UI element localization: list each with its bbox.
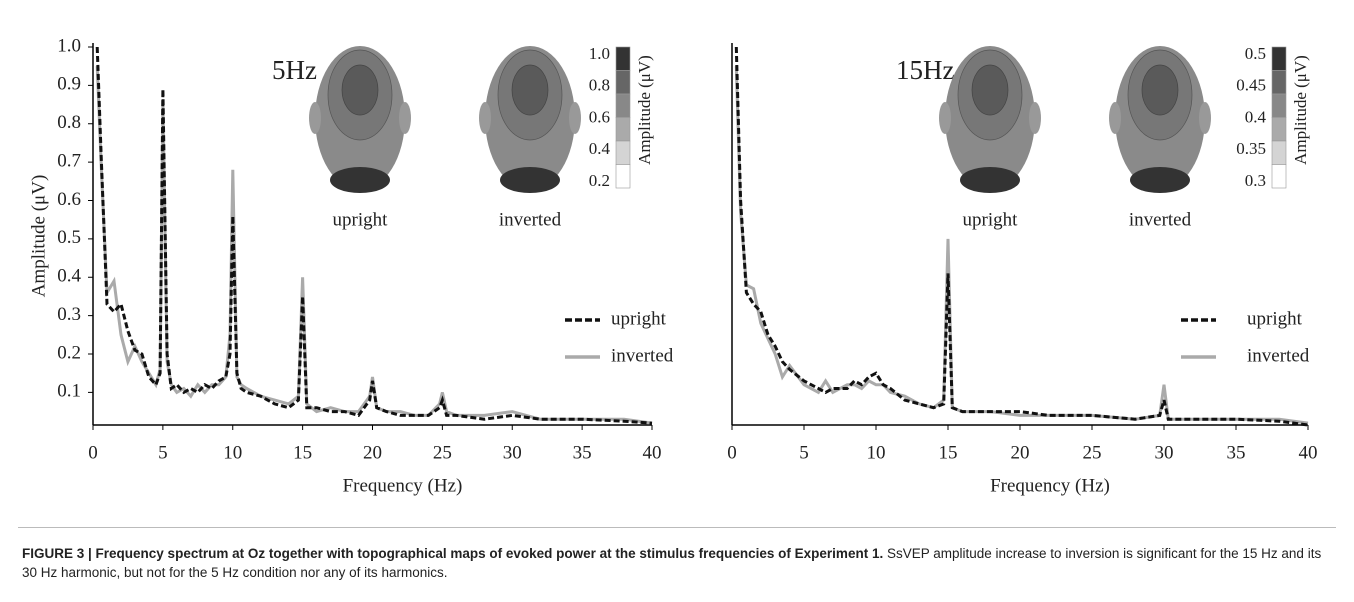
colorbar-cell: [1271, 46, 1287, 71]
x-tick-label: 15: [939, 442, 958, 463]
colorbar-cell: [615, 70, 631, 95]
y-tick-label: 0.3: [57, 304, 81, 325]
colorbar-tick-label: 0.8: [589, 76, 610, 95]
head-label: inverted: [499, 209, 562, 230]
colorbar-tick-label: 0.2: [589, 171, 610, 190]
annotation: 5Hz: [272, 55, 317, 85]
x-tick-label: 40: [1299, 442, 1318, 463]
ear: [1109, 102, 1121, 134]
x-tick-label: 25: [433, 442, 452, 463]
colorbar-cell: [1271, 70, 1287, 95]
colorbar-tick-label: 0.4: [589, 139, 611, 158]
contour: [971, 64, 1009, 116]
x-tick-label: 15: [293, 442, 312, 463]
colorbar-tick-label: 0.3: [1245, 171, 1266, 190]
x-tick-label: 10: [223, 442, 242, 463]
colorbar-tick-label: 0.5: [1245, 44, 1266, 63]
series-line: [95, 66, 653, 425]
y-tick-label: 0.7: [57, 150, 81, 171]
caption-label: FIGURE 3 | Frequency spectrum at Oz toge…: [22, 546, 884, 561]
colorbar-tick-label: 0.6: [589, 107, 610, 126]
x-tick-label: 25: [1083, 442, 1102, 463]
head-label: inverted: [1129, 209, 1192, 230]
x-axis-label: Frequency (Hz): [990, 475, 1110, 496]
y-tick-label: 0.2: [57, 342, 81, 363]
caption-text: SsVEP amplitude increase to inversion is…: [22, 546, 1322, 580]
head-map: [479, 46, 581, 193]
colorbar-tick-label: 0.45: [1236, 76, 1266, 95]
colorbar-cell: [1271, 164, 1287, 189]
y-tick-label: 0.8: [57, 112, 81, 133]
separator: [18, 527, 1336, 528]
colorbar-cell: [1271, 117, 1287, 142]
ear: [939, 102, 951, 134]
x-tick-label: 20: [363, 442, 382, 463]
ear: [1029, 102, 1041, 134]
x-tick-label: 35: [1227, 442, 1246, 463]
head-label: upright: [333, 209, 389, 230]
series-line: [734, 46, 1309, 427]
neck: [330, 167, 390, 193]
colorbar-cell: [615, 117, 631, 142]
x-tick-label: 35: [573, 442, 592, 463]
caption: FIGURE 3 | Frequency spectrum at Oz toge…: [22, 544, 1332, 582]
colorbar-cell: [615, 93, 631, 118]
x-tick-label: 5: [799, 442, 809, 463]
y-tick-label: 0.4: [57, 266, 81, 287]
annotation: 15Hz: [896, 55, 954, 85]
neck: [960, 167, 1020, 193]
x-tick-label: 5: [158, 442, 168, 463]
head-label: upright: [963, 209, 1019, 230]
x-tick-label: 30: [1155, 442, 1174, 463]
y-tick-label: 0.5: [57, 227, 81, 248]
legend-label: inverted: [611, 345, 674, 366]
head-map: [309, 46, 411, 193]
x-axis-label: Frequency (Hz): [343, 475, 463, 496]
figure: 0 5 10 15 20 25 30 35 40 0.1 0.2 0.3 0.4 0.5 0.6 0.7 0.8…: [28, 35, 1318, 496]
colorbar-cell: [1271, 140, 1287, 165]
y-tick-label: 1.0: [57, 35, 81, 56]
x-tick-label: 40: [643, 442, 662, 463]
head-map: [939, 46, 1041, 193]
colorbar-cell: [615, 164, 631, 189]
x-tick-label: 0: [727, 442, 737, 463]
ear: [309, 102, 321, 134]
neck: [1130, 167, 1190, 193]
legend-label: upright: [1247, 308, 1303, 329]
colorbar-cell: [615, 140, 631, 165]
ear: [1199, 102, 1211, 134]
x-tick-label: 20: [1011, 442, 1030, 463]
colorbar-label: Amplitude (μV): [1291, 55, 1310, 165]
y-axis-label: Amplitude (μV): [28, 175, 49, 298]
x-tick-label: 30: [503, 442, 522, 463]
y-tick-label: 0.1: [57, 381, 81, 402]
y-tick-label: 0.9: [57, 74, 81, 95]
colorbar-cell: [1271, 93, 1287, 118]
colorbar-tick-label: 1.0: [589, 44, 610, 63]
ear: [479, 102, 491, 134]
colorbar-label: Amplitude (μV): [635, 55, 654, 165]
ear: [569, 102, 581, 134]
legend-label: inverted: [1247, 345, 1310, 366]
x-tick-label: 0: [88, 442, 98, 463]
contour: [1141, 64, 1179, 116]
colorbar-tick-label: 0.35: [1236, 139, 1266, 158]
contour: [341, 64, 379, 116]
ear: [399, 102, 411, 134]
colorbar-tick-label: 0.4: [1245, 107, 1267, 126]
y-tick-label: 0.6: [57, 189, 81, 210]
colorbar-cell: [615, 46, 631, 71]
x-tick-label: 10: [867, 442, 886, 463]
contour: [511, 64, 549, 116]
neck: [500, 167, 560, 193]
head-map: [1109, 46, 1211, 193]
legend-label: upright: [611, 308, 667, 329]
